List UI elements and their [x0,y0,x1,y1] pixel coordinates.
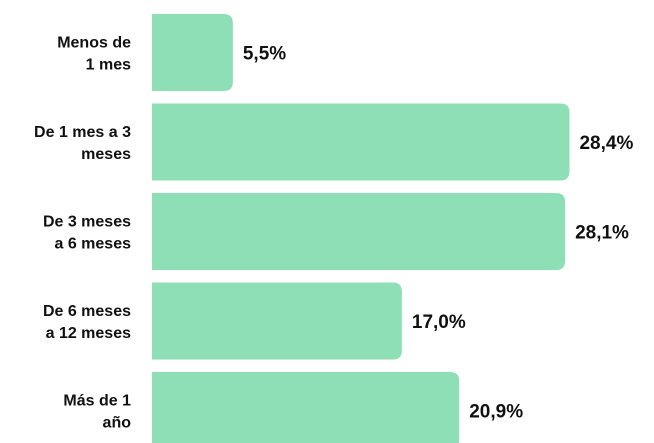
value-label-5: 20,9% [469,402,523,423]
category-label-2: De 1 mes a 3 meses [34,124,131,163]
bar-4 [152,282,402,360]
category-label-1: Menos de 1 mes [57,35,131,74]
value-label-3: 28,1% [575,223,629,244]
bar-3 [152,193,566,270]
category-label-3: De 3 meses a 6 meses [43,214,131,253]
category-label-5: Más de 1 año [63,393,131,432]
value-label-4: 17,0% [412,312,466,333]
value-label-2: 28,4% [579,133,633,154]
value-label-1: 5,5% [243,44,286,65]
bars-group [152,14,570,443]
bar-2 [152,103,570,181]
category-labels-group: Menos de 1 mes De 1 mes a 3 meses De 3 meses… [34,35,131,432]
category-label-4: De 6 meses a 12 meses [43,303,131,342]
value-labels-group: 5,5% 28,4% 28,1% 17,0% 20,9% [243,44,634,423]
bar-1 [152,14,233,91]
bar-5 [152,372,460,443]
